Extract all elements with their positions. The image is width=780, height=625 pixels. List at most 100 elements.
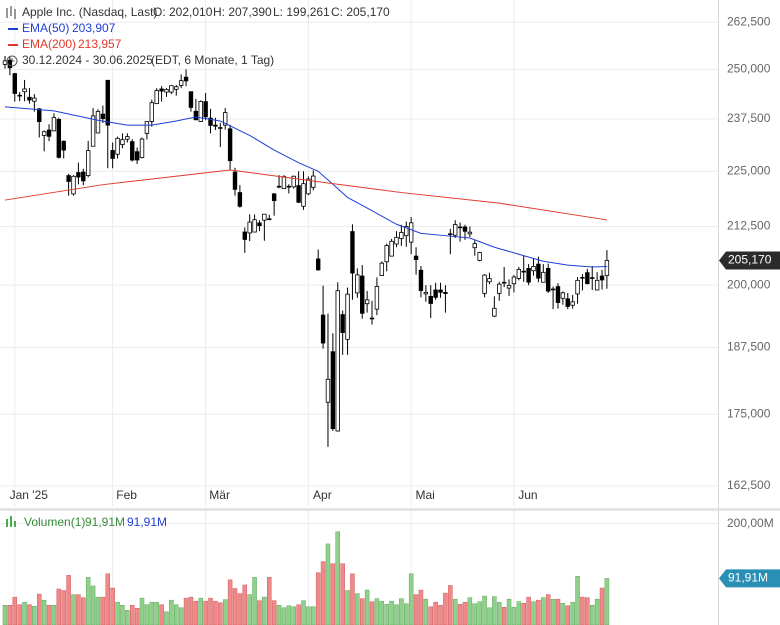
candle-body <box>511 276 517 285</box>
y-tick-label: 225,000 <box>727 163 771 177</box>
volume-bar <box>139 597 145 625</box>
volume-bar <box>174 604 179 625</box>
volume-bar <box>178 607 184 625</box>
candle-body <box>232 171 238 190</box>
volume-bar <box>413 594 419 625</box>
ema-line <box>4 169 607 221</box>
volume-bar <box>164 611 169 625</box>
volume-bar <box>222 599 228 625</box>
volume-bar <box>149 601 155 625</box>
candle-body <box>565 298 570 307</box>
volume-bar <box>423 598 429 625</box>
candle-body <box>315 258 321 271</box>
clock-icon <box>6 55 18 67</box>
volume-bar <box>213 600 218 625</box>
candle-body <box>423 291 429 295</box>
candle-body <box>130 141 135 161</box>
volume-bar <box>369 601 375 625</box>
candle-body <box>306 178 311 195</box>
candle-body <box>208 117 213 126</box>
volume-bar <box>227 579 233 625</box>
candle-body <box>144 121 150 134</box>
candle-body <box>467 231 473 235</box>
volume-bar <box>120 604 125 625</box>
candle-body <box>453 224 458 236</box>
candle-body <box>188 91 194 108</box>
x-tick-label: Feb <box>116 488 137 502</box>
y-tick-label: 262,500 <box>727 14 771 28</box>
volume-bar <box>428 606 433 625</box>
candle-body <box>139 138 145 159</box>
volume-bar <box>17 604 22 625</box>
volume-bar <box>311 606 316 625</box>
volume-bar <box>2 604 8 625</box>
candle-body <box>521 270 526 273</box>
candle-body <box>472 243 477 249</box>
volume-bar <box>218 602 223 625</box>
volume-bar <box>134 608 140 625</box>
candle-body <box>482 274 487 294</box>
volume-bar <box>501 607 507 625</box>
candle-body <box>443 292 448 294</box>
candle-body <box>389 240 394 257</box>
volume-bar <box>51 604 57 625</box>
candle-body <box>311 175 316 188</box>
candle-body <box>394 236 399 245</box>
candle-body <box>76 172 81 178</box>
volume-bar <box>589 604 595 625</box>
candle-body <box>90 115 96 147</box>
volume-bar <box>291 606 296 625</box>
candle-body <box>590 277 595 279</box>
candle-body <box>32 97 37 102</box>
volume-bar <box>41 599 47 625</box>
volume-bar <box>100 596 106 625</box>
volume-bar <box>257 600 262 625</box>
close-text: C: 205,170 <box>331 5 390 19</box>
candle-body <box>271 193 277 202</box>
candle-body <box>17 94 22 97</box>
volume-bar <box>325 543 331 625</box>
volume-bar <box>159 604 164 625</box>
volume-bar <box>394 604 399 625</box>
candle-body <box>12 73 17 94</box>
volume-bar <box>95 596 101 625</box>
candle-body <box>198 101 203 122</box>
candle-body <box>369 317 375 320</box>
candle-body <box>536 263 541 279</box>
volume-bar <box>594 598 600 625</box>
volume-bar <box>66 575 71 625</box>
volume-bar <box>110 587 115 625</box>
volume-bar <box>585 597 590 625</box>
volume-bar <box>452 598 458 625</box>
volume-bar <box>545 594 551 625</box>
volume-bar <box>521 602 526 625</box>
volume-bar <box>575 576 580 625</box>
volume-bar <box>560 602 566 625</box>
volume-bar <box>536 599 541 625</box>
volume-bar <box>404 603 409 625</box>
candle-body <box>399 232 404 239</box>
candle-body <box>526 267 531 283</box>
candle-body <box>575 279 580 295</box>
candle-body <box>516 269 522 279</box>
volume-bar <box>46 604 52 625</box>
volume-bar <box>115 601 120 625</box>
volume-bar <box>511 607 517 625</box>
price-tag-label: 205,170 <box>728 253 772 267</box>
volume-bar <box>570 601 575 625</box>
candle-body <box>178 80 184 86</box>
volume-bar <box>129 604 135 625</box>
open-text: O: 202,010 <box>153 5 213 19</box>
volume-bar <box>526 596 531 625</box>
volume-bar <box>271 600 277 625</box>
candle-body <box>223 112 228 126</box>
candle-body <box>203 101 208 118</box>
candle-body <box>71 175 76 195</box>
candle-body <box>257 222 262 227</box>
labels: Apple Inc. (Nasdaq, Last) O: 202,010 H: … <box>6 5 780 588</box>
candle-body <box>448 233 453 236</box>
volume-bar <box>125 610 130 625</box>
candle-body <box>433 289 438 298</box>
candle-body <box>438 289 443 293</box>
volume-bar <box>384 603 389 625</box>
